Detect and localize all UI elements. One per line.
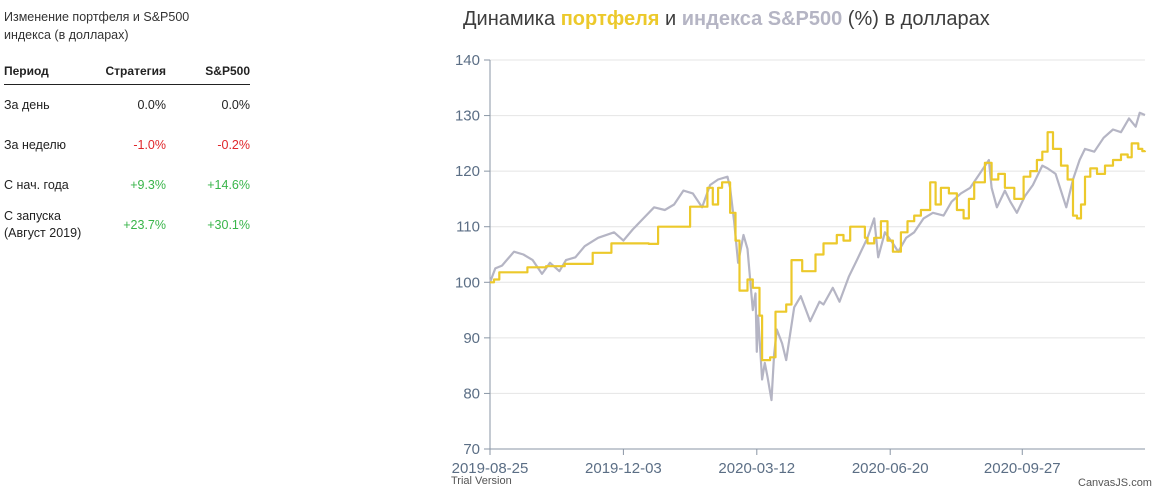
row-sp500-value: +30.1% <box>207 218 250 232</box>
row-sp500-value: -0.2% <box>217 138 250 152</box>
y-tick-label: 120 <box>455 163 480 180</box>
y-tick-label: 80 <box>463 385 480 402</box>
x-tick-label: 2019-12-03 <box>585 460 662 477</box>
stats-table: Период Стратегия S&P500 За день 0.0% 0.0% З… <box>4 58 250 245</box>
chart-title: Динамика портфеля и индекса S&P500 (%) в… <box>463 8 990 30</box>
y-tick-label: 140 <box>455 52 480 69</box>
x-tick-label: 2020-06-20 <box>852 460 929 477</box>
title-portfolio: портфеля <box>560 8 660 30</box>
x-tick-label: 2019-08-25 <box>452 460 529 477</box>
x-tick-label: 2020-09-27 <box>984 460 1061 477</box>
y-tick-label: 90 <box>463 330 480 347</box>
header-period: Период <box>4 58 100 85</box>
title-index: индекса S&P500 <box>681 8 843 30</box>
trial-version-label: Trial Version <box>451 475 512 487</box>
x-tick-label: 2020-03-12 <box>718 460 795 477</box>
canvasjs-credit-link[interactable]: CanvasJS.com <box>1078 477 1152 489</box>
row-strategy-value: -1.0% <box>133 138 166 152</box>
portfolio-series-line <box>490 131 1147 362</box>
row-sp500-value: 0.0% <box>221 98 251 112</box>
row-period: С нач. года <box>4 177 69 192</box>
index-series-line <box>488 111 1146 402</box>
stats-panel-title: Изменение портфеля и S&P500 индекса (в д… <box>4 10 190 42</box>
header-strategy: Стратегия <box>100 58 166 85</box>
y-tick-label: 100 <box>455 274 480 291</box>
stats-row: С запуска (Август 2019) +23.7% +30.1% <box>4 205 250 245</box>
row-sp500-value: +14.6% <box>207 178 250 192</box>
stats-row: За неделю -1.0% -0.2% <box>4 125 250 165</box>
row-strategy-value: 0.0% <box>137 98 167 112</box>
stats-table-header: Период Стратегия S&P500 <box>4 58 250 85</box>
header-sp500: S&P500 <box>166 58 250 85</box>
y-tick-label: 130 <box>455 108 480 125</box>
row-period: С запуска (Август 2019) <box>4 209 82 240</box>
row-strategy-value: +9.3% <box>130 178 166 192</box>
row-strategy-value: +23.7% <box>123 218 166 232</box>
stats-panel: Изменение портфеля и S&P500 индекса (в д… <box>4 8 254 245</box>
y-tick-label: 110 <box>456 219 480 236</box>
stats-row: С нач. года +9.3% +14.6% <box>4 165 250 205</box>
y-tick-label: 70 <box>463 441 480 458</box>
stats-row: За день 0.0% 0.0% <box>4 85 250 126</box>
row-period: За день <box>4 97 50 112</box>
row-period: За неделю <box>4 137 67 152</box>
